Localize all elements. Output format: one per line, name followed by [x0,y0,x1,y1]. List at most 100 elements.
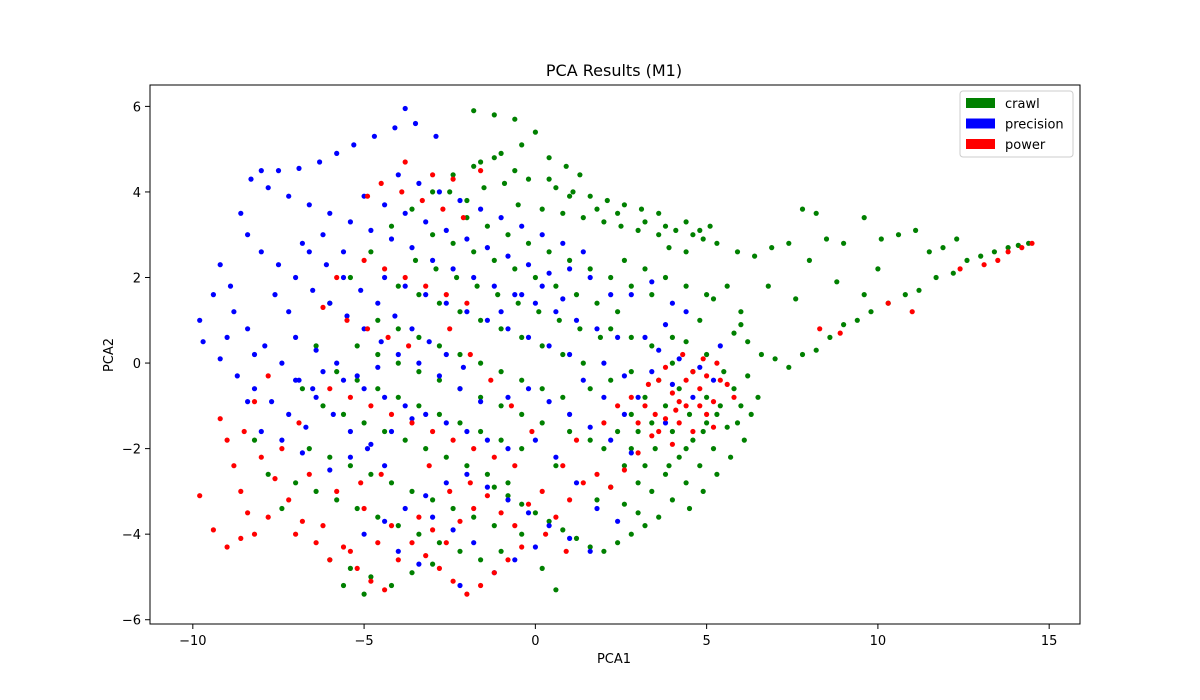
point-power [676,399,682,405]
y-tick-label: −6 [122,614,141,629]
point-crawl [519,334,525,340]
point-power [358,480,364,486]
point-crawl [388,223,395,229]
point-crawl [436,343,442,349]
point-power [334,488,340,494]
point-crawl [697,317,703,323]
point-crawl [868,309,874,315]
point-power [621,467,628,473]
point-crawl [412,257,419,263]
point-precision [443,420,449,426]
point-crawl [635,227,641,233]
point-precision [402,505,408,512]
point-precision [416,561,422,567]
point-crawl [827,334,833,340]
point-power [656,377,662,383]
point-precision [227,283,234,289]
point-precision [217,262,223,268]
point-power [652,411,658,417]
point-power [364,326,371,332]
point-precision [361,531,367,537]
point-power [704,373,710,379]
point-crawl [597,334,604,340]
point-precision [546,343,552,349]
point-crawl [416,369,422,375]
point-crawl [457,309,463,315]
point-precision [423,292,429,298]
point-crawl [714,471,720,477]
point-crawl [388,480,395,486]
point-precision [443,351,449,358]
point-crawl [621,202,628,208]
point-power [306,471,312,477]
point-power [488,377,494,383]
point-crawl [546,176,552,182]
point-precision [402,283,408,289]
point-crawl [464,463,470,469]
point-power [382,266,388,272]
point-crawl [745,373,751,379]
point-crawl [621,257,628,263]
point-crawl [395,360,401,366]
point-precision [662,322,669,328]
point-crawl [519,411,525,417]
point-crawl [823,236,830,242]
point-crawl [539,386,545,392]
legend: crawl precision power [959,90,1074,158]
y-tick-label: −4 [122,528,141,543]
point-power [601,420,607,426]
point-crawl [786,240,792,246]
point-precision [505,326,511,332]
point-power [683,403,689,409]
point-crawl [700,488,706,494]
point-precision [649,369,655,375]
point-crawl [375,317,381,323]
point-power [731,394,737,400]
point-precision [293,377,299,383]
point-power [327,557,333,563]
point-crawl [279,505,285,512]
point-precision [423,411,429,417]
point-crawl [553,463,559,469]
point-crawl [786,364,792,370]
point-crawl [382,428,388,435]
point-crawl [539,206,545,212]
point-crawl [519,531,525,537]
point-precision [371,133,377,139]
point-precision [368,227,374,233]
point-precision [532,300,539,306]
point-crawl [368,249,374,255]
point-crawl [498,326,504,332]
point-crawl [361,420,367,426]
point-crawl [347,463,353,469]
point-crawl [354,377,360,383]
point-precision [395,172,401,178]
point-crawl [604,197,610,204]
point-crawl [676,454,682,460]
point-precision [573,480,580,486]
point-precision [347,219,353,225]
point-crawl [875,266,881,272]
point-crawl [772,356,778,362]
point-precision [340,377,347,383]
point-crawl [878,236,884,242]
point-precision [525,510,532,516]
point-power [320,304,326,310]
point-power [364,193,371,199]
point-precision [464,428,470,435]
point-crawl [491,484,497,490]
point-crawl [704,420,710,426]
point-power [690,428,696,435]
point-precision [567,351,573,358]
point-precision [710,377,717,383]
point-precision [601,394,607,400]
point-precision [532,437,539,443]
y-tick-label: 2 [133,272,141,287]
point-power [347,548,353,554]
point-crawl [498,548,504,554]
point-power [471,446,477,452]
point-precision [560,240,566,246]
point-crawl [594,206,600,212]
point-precision [539,232,545,238]
point-precision [436,189,442,195]
